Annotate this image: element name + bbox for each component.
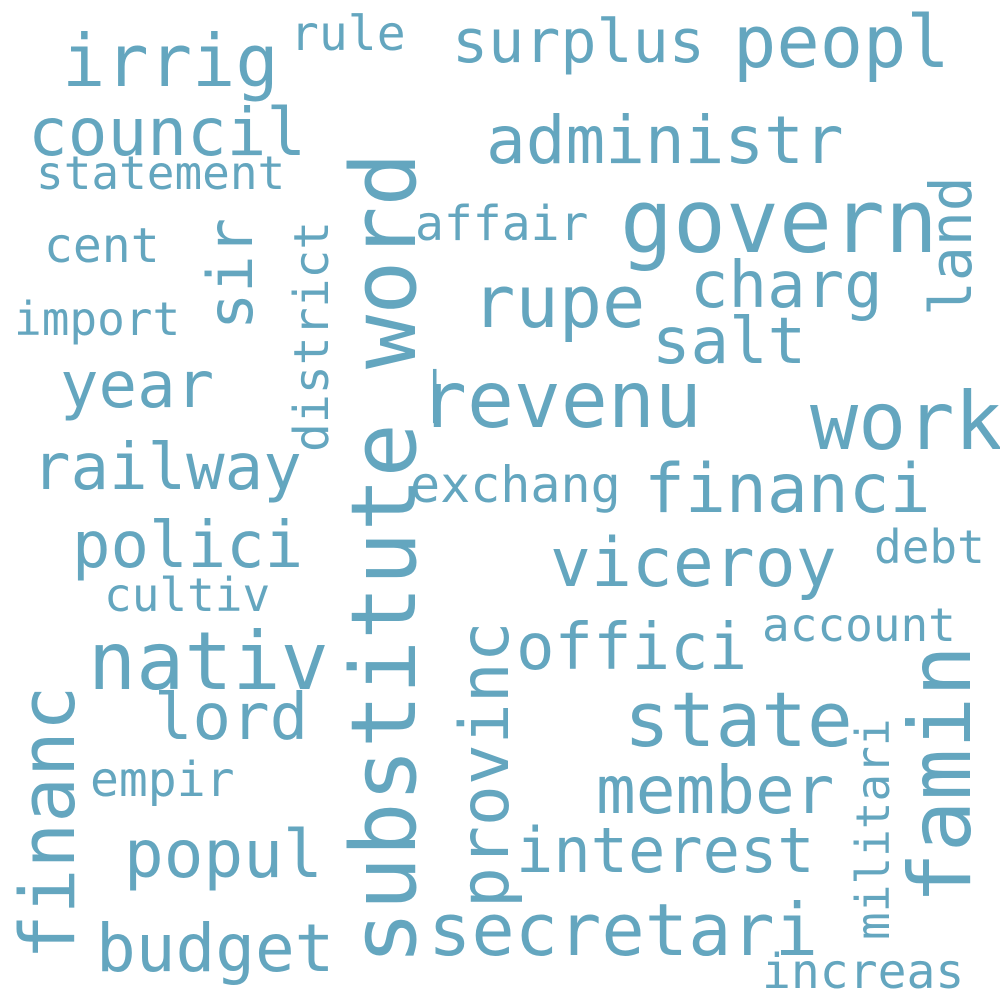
word-cultiv: cultiv xyxy=(104,568,271,622)
word-charg: charg xyxy=(690,249,883,323)
word-popul: popul xyxy=(124,816,323,893)
word-famin: famin xyxy=(891,645,991,904)
word-surplus: surplus xyxy=(452,7,705,77)
word-lord: lord xyxy=(154,681,309,755)
word-debt: debt xyxy=(874,520,985,574)
word-member: member xyxy=(596,752,835,829)
word-irrig: irrig xyxy=(62,19,279,103)
word-offici: offici xyxy=(516,611,748,685)
word-financ: financ xyxy=(3,685,92,960)
word-cent: cent xyxy=(44,218,160,274)
word-rupe: rupe xyxy=(472,260,646,344)
word-rule: rule xyxy=(290,6,406,62)
word-increas: increas xyxy=(762,944,965,1000)
word-year: year xyxy=(60,349,215,423)
word-militari: militari xyxy=(846,718,900,940)
word-polici: polici xyxy=(72,509,304,583)
word-financi: financi xyxy=(644,450,931,529)
word-govern: govern xyxy=(620,170,938,273)
word-empir: empir xyxy=(90,752,235,808)
word-account: account xyxy=(762,598,956,652)
word-salt: salt xyxy=(652,305,807,379)
word-import: import xyxy=(14,292,181,346)
word-work: work xyxy=(810,375,1000,468)
word-affair: affair xyxy=(415,196,589,252)
word-secretari: secretari xyxy=(428,888,819,972)
word-statement: statement xyxy=(36,146,286,200)
word-interest: interest xyxy=(516,814,815,887)
word-revenu: revenu xyxy=(420,356,702,446)
word-sir: sir xyxy=(194,218,267,330)
word-land: land xyxy=(917,176,985,316)
word-exchang: exchang xyxy=(410,456,621,514)
word-peopl: peopl xyxy=(733,0,950,84)
word-nativ: nativ xyxy=(88,615,329,708)
word-provinc: provinc xyxy=(446,621,525,908)
word-substitute-word: substitute_word xyxy=(332,152,437,965)
word-viceroy: viceroy xyxy=(550,524,837,603)
word-district: district xyxy=(284,220,340,452)
word-state: state xyxy=(624,675,853,764)
word-council: council xyxy=(28,94,307,171)
word-budget: budget xyxy=(96,910,335,987)
word-railway: railway xyxy=(32,431,302,505)
word-administr: administr xyxy=(486,102,844,179)
